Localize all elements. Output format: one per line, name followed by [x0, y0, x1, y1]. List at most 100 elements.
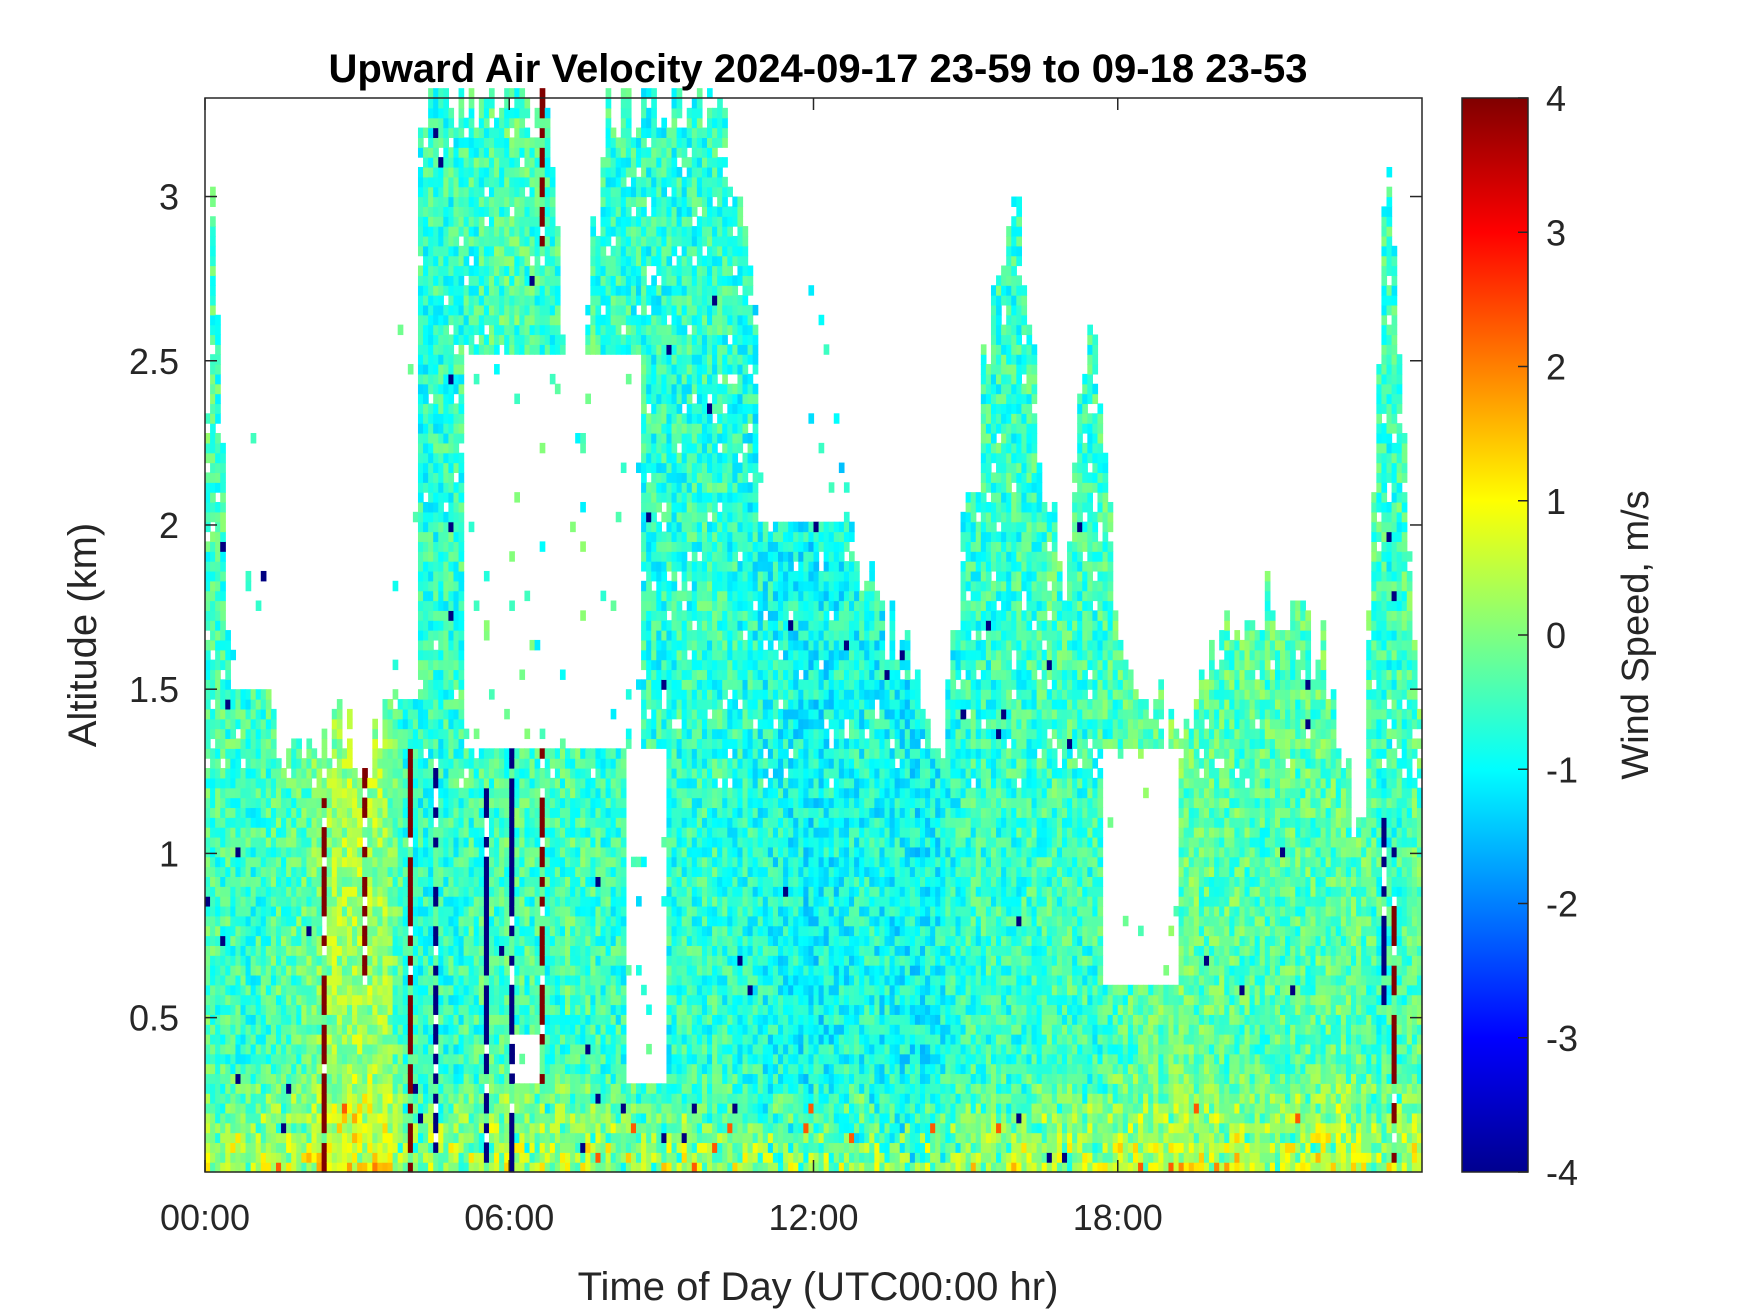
- heatmap-cell: [514, 344, 520, 355]
- heatmap-cell: [402, 836, 409, 848]
- heatmap-cell: [448, 433, 455, 444]
- heatmap-cell: [453, 1014, 460, 1025]
- heatmap-cell: [559, 905, 566, 917]
- heatmap-cell: [326, 817, 333, 828]
- heatmap-cell: [265, 1112, 272, 1124]
- heatmap-cell: [620, 275, 627, 286]
- heatmap-cell: [600, 905, 607, 917]
- heatmap-cell: [488, 1142, 495, 1153]
- heatmap-cell: [524, 896, 531, 907]
- heatmap-cell: [448, 314, 455, 326]
- heatmap-cell: [590, 265, 597, 276]
- heatmap-cell: [625, 738, 632, 749]
- heatmap-cell: [438, 472, 444, 483]
- heatmap-cell: [433, 915, 439, 927]
- heatmap-cell: [362, 1152, 368, 1163]
- heatmap-cell: [483, 620, 490, 631]
- heatmap-cell: [407, 846, 414, 858]
- heatmap-cell: [205, 984, 211, 996]
- heatmap-cell: [428, 354, 434, 365]
- heatmap-cell: [210, 275, 216, 286]
- heatmap-cell: [417, 1122, 424, 1134]
- heatmap-cell: [301, 945, 308, 956]
- heatmap-cell: [245, 827, 252, 838]
- heatmap-cell: [428, 856, 434, 868]
- heatmap-cell: [382, 1043, 389, 1055]
- heatmap-cell: [539, 915, 546, 927]
- heatmap-cell: [367, 1162, 373, 1173]
- heatmap-cell: [453, 974, 460, 986]
- heatmap-cell: [438, 590, 444, 602]
- heatmap-cell: [230, 758, 237, 769]
- heatmap-cell: [296, 935, 302, 946]
- heatmap-cell: [468, 886, 475, 897]
- heatmap-cell: [352, 787, 358, 799]
- heatmap-cell: [230, 945, 237, 956]
- heatmap-cell: [453, 925, 460, 937]
- heatmap-cell: [367, 984, 373, 996]
- heatmap-cell: [580, 836, 586, 848]
- heatmap-cell: [448, 649, 455, 661]
- heatmap-cell: [473, 166, 480, 178]
- heatmap-cell: [205, 1103, 211, 1114]
- heatmap-cell: [509, 807, 515, 818]
- heatmap-cell: [443, 107, 449, 119]
- heatmap-cell: [428, 157, 434, 168]
- heatmap-cell: [600, 166, 607, 178]
- heatmap-cell: [225, 679, 231, 690]
- heatmap-cell: [417, 1034, 424, 1045]
- heatmap-cell: [311, 1122, 318, 1134]
- heatmap-cell: [205, 827, 211, 838]
- heatmap-cell: [428, 994, 434, 1006]
- heatmap-cell: [443, 88, 449, 99]
- heatmap-cell: [458, 679, 465, 690]
- heatmap-cell: [494, 127, 500, 139]
- heatmap-cell: [346, 1034, 353, 1045]
- heatmap-cell: [265, 1093, 272, 1104]
- heatmap-cell: [205, 945, 211, 956]
- heatmap-cell: [625, 196, 632, 207]
- heatmap-cell: [438, 945, 444, 956]
- heatmap-cell: [301, 905, 308, 917]
- heatmap-cell: [402, 935, 409, 946]
- heatmap-cell: [570, 521, 576, 533]
- heatmap-cell: [291, 1024, 297, 1035]
- heatmap-cell: [499, 176, 505, 188]
- heatmap-cell: [392, 1024, 399, 1035]
- heatmap-cell: [397, 896, 404, 907]
- heatmap-cell: [412, 718, 419, 730]
- heatmap-cell: [463, 935, 470, 946]
- heatmap-cell: [559, 945, 566, 956]
- heatmap-cell: [210, 1103, 216, 1114]
- heatmap-cell: [433, 600, 439, 611]
- heatmap-cell: [544, 1053, 551, 1065]
- heatmap-cell: [519, 1142, 526, 1153]
- heatmap-cell: [255, 1014, 262, 1025]
- heatmap-cell: [225, 1122, 231, 1134]
- heatmap-cell: [210, 807, 216, 818]
- heatmap-cell: [615, 876, 622, 887]
- heatmap-cell: [367, 1142, 373, 1153]
- heatmap-cell: [417, 442, 424, 454]
- heatmap-cell: [438, 866, 444, 877]
- heatmap-cell: [549, 1043, 556, 1055]
- heatmap-cell: [346, 876, 353, 887]
- heatmap-cell: [473, 1122, 480, 1134]
- heatmap-cell: [575, 817, 581, 828]
- heatmap-cell: [392, 738, 399, 749]
- heatmap-cell: [443, 965, 449, 976]
- heatmap-cell: [230, 738, 237, 749]
- heatmap-cell: [392, 866, 399, 877]
- heatmap-cell: [534, 1024, 541, 1035]
- heatmap-cell: [255, 807, 262, 818]
- heatmap-cell: [478, 1152, 485, 1163]
- heatmap-cell: [433, 965, 439, 976]
- heatmap-cell: [524, 265, 531, 276]
- heatmap-cell: [397, 748, 404, 759]
- heatmap-cell: [590, 255, 597, 267]
- heatmap-cell: [529, 1122, 536, 1134]
- heatmap-cell: [478, 206, 485, 217]
- heatmap-cell: [458, 354, 465, 365]
- heatmap-cell: [245, 1122, 252, 1134]
- heatmap-cell: [499, 117, 505, 129]
